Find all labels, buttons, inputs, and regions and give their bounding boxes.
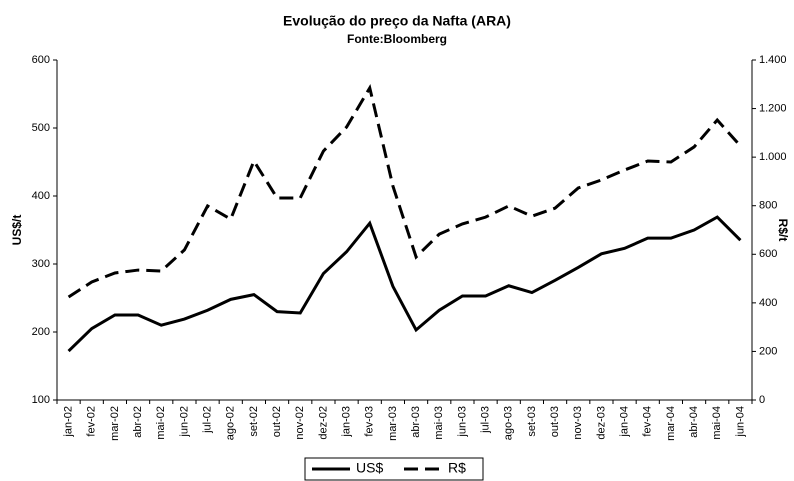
x-tick-label: mai-03 <box>433 406 445 440</box>
x-tick-label: abr-02 <box>132 406 144 438</box>
y-tick-label: 400 <box>32 190 50 202</box>
series-line <box>67 215 742 353</box>
x-tick-label: jun-03 <box>456 406 468 438</box>
x-tick-label: nov-03 <box>572 406 584 440</box>
y2-tick-label: 800 <box>759 200 777 212</box>
y2-tick-label: 1.400 <box>759 54 787 66</box>
x-tick-label: mar-03 <box>387 406 399 441</box>
y-tick-label: 200 <box>32 326 50 338</box>
x-tick-label: mai-04 <box>711 406 723 440</box>
y2-axis-label: R$/t <box>776 219 790 242</box>
legend-label: R$ <box>448 460 466 476</box>
legend-box <box>304 457 484 481</box>
x-tick-label: dez-02 <box>317 406 329 440</box>
chart-subtitle: Fonte:Bloomberg <box>347 32 447 46</box>
x-tick-label: jan-03 <box>340 406 352 438</box>
chart-title: Evolução do preço da Nafta (ARA) <box>283 13 511 29</box>
x-tick-label: mai-02 <box>155 406 167 440</box>
x-tick-label: fev-02 <box>86 406 98 437</box>
x-tick-label: nov-02 <box>294 406 306 440</box>
y2-tick-label: 200 <box>759 345 777 357</box>
y-axis-label: US$/t <box>10 215 24 246</box>
x-tick-label: ago-03 <box>503 406 515 440</box>
x-tick-label: mar-02 <box>109 406 121 441</box>
y2-tick-label: 400 <box>759 297 777 309</box>
y-tick-label: 100 <box>32 394 50 406</box>
x-tick-label: fev-04 <box>642 406 654 437</box>
x-tick-label: out-03 <box>549 406 561 437</box>
x-tick-label: ago-02 <box>225 406 237 440</box>
x-tick-label: jun-02 <box>178 406 190 438</box>
x-tick-label: jul-02 <box>201 406 213 434</box>
x-tick-label: fev-03 <box>364 406 376 437</box>
x-tick-label: mar-04 <box>665 406 677 441</box>
x-tick-label: dez-03 <box>595 406 607 440</box>
x-tick-label: jun-04 <box>734 406 746 438</box>
y2-tick-label: 1.000 <box>759 151 787 163</box>
y-tick-label: 600 <box>32 54 50 66</box>
y2-tick-label: 0 <box>759 394 765 406</box>
x-tick-label: set-03 <box>526 406 538 437</box>
x-tick-label: jan-02 <box>62 406 74 438</box>
y-tick-label: 300 <box>32 258 50 270</box>
x-tick-label: jul-03 <box>479 406 491 434</box>
x-tick-label: abr-04 <box>688 406 700 438</box>
y2-tick-label: 600 <box>759 248 777 260</box>
x-tick-label: abr-03 <box>410 406 422 438</box>
series-line <box>67 83 742 299</box>
y2-tick-label: 1.200 <box>759 102 787 114</box>
legend-label: US$ <box>356 460 383 476</box>
x-tick-label: jan-04 <box>618 406 630 438</box>
x-tick-label: out-02 <box>271 406 283 437</box>
x-tick-label: set-02 <box>248 406 260 437</box>
y-tick-label: 500 <box>32 122 50 134</box>
